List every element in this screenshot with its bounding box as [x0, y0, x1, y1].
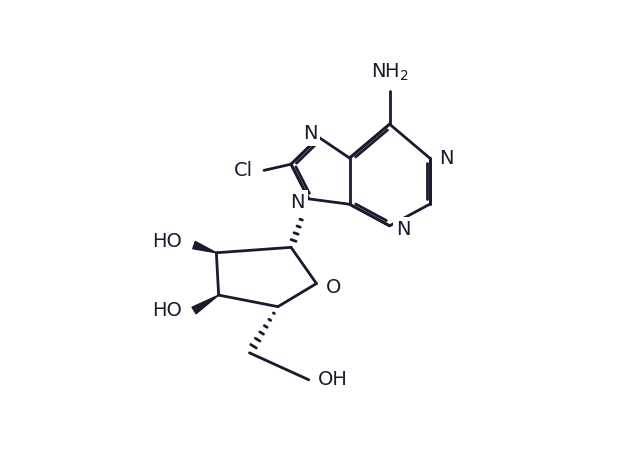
Text: HO: HO: [152, 301, 182, 320]
Text: N: N: [303, 124, 317, 143]
Polygon shape: [192, 295, 219, 314]
Text: O: O: [326, 278, 341, 297]
Polygon shape: [193, 242, 216, 253]
Text: N: N: [396, 220, 410, 239]
Text: Cl: Cl: [234, 161, 253, 180]
Text: OH: OH: [318, 370, 348, 389]
Text: HO: HO: [152, 232, 182, 251]
Text: N: N: [291, 193, 305, 212]
Text: NH$_2$: NH$_2$: [371, 62, 408, 83]
Text: N: N: [439, 149, 453, 167]
